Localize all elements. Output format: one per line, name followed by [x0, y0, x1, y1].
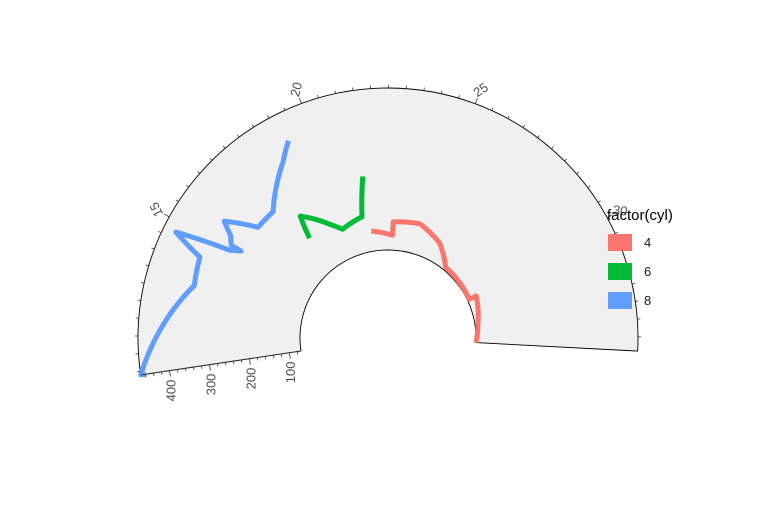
x-axis-major-tick	[475, 98, 478, 104]
legend-key-4	[608, 234, 632, 251]
x-tick-label: 30	[612, 202, 628, 218]
x-axis-major-tick	[606, 214, 613, 218]
legend-label-6: 6	[644, 264, 651, 279]
series-line-8	[138, 139, 291, 378]
x-axis-minor-tick	[317, 94, 319, 99]
x-tick-label: 20	[287, 81, 305, 99]
x-axis-minor-tick	[597, 200, 601, 203]
x-axis-minor-tick	[614, 231, 619, 234]
x-axis-minor-tick	[222, 145, 226, 149]
y-axis-major-tick	[209, 364, 211, 371]
x-axis-minor-tick	[141, 282, 145, 284]
x-axis-minor-tick	[551, 146, 554, 150]
x-axis-minor-tick	[236, 134, 240, 138]
x-tick-label: 15	[146, 200, 166, 220]
y-tick-label: 200	[243, 368, 258, 390]
y-axis-major-tick	[249, 358, 251, 365]
x-axis-minor-tick	[151, 247, 155, 250]
axes: 15 20 25 30 100 200 300 400	[135, 79, 641, 401]
x-axis-minor-tick	[175, 199, 179, 202]
x-axis-minor-tick	[186, 184, 189, 188]
x-axis-minor-tick	[283, 107, 286, 111]
legend: factor(cyl) 4 6 8	[607, 207, 673, 309]
x-axis-minor-tick	[537, 135, 540, 138]
y-axis-major-tick	[169, 370, 171, 377]
y-axis-major-tick	[289, 352, 291, 359]
x-axis-major-tick	[298, 97, 302, 104]
x-axis-minor-tick	[334, 90, 336, 94]
legend-key-6	[608, 263, 632, 280]
x-tick-label: 25	[471, 79, 491, 100]
x-axis-minor-tick	[209, 157, 213, 161]
x-axis-minor-tick	[251, 124, 255, 128]
x-axis-minor-tick	[587, 185, 591, 189]
legend-title: factor(cyl)	[607, 207, 673, 224]
x-axis-minor-tick	[522, 124, 526, 128]
x-axis-minor-tick	[440, 90, 443, 94]
series-line-4	[368, 219, 481, 345]
x-axis-minor-tick	[197, 171, 201, 174]
legend-label-8: 8	[644, 293, 651, 308]
x-axis-minor-tick	[564, 158, 567, 162]
x-axis-minor-tick	[267, 115, 270, 119]
y-tick-label: 400	[163, 380, 178, 402]
series-line-6	[297, 175, 366, 240]
x-axis-minor-tick	[576, 171, 580, 175]
x-axis-minor-tick	[507, 115, 510, 119]
data-series	[138, 139, 481, 378]
x-axis-minor-tick	[632, 282, 636, 285]
x-axis-minor-tick	[145, 264, 149, 267]
legend-label-4: 4	[644, 235, 651, 250]
legend-key-8	[608, 292, 632, 309]
y-tick-label: 300	[203, 374, 218, 396]
x-axis-minor-tick	[458, 95, 460, 99]
y-tick-label: 100	[283, 362, 298, 384]
x-axis-minor-tick	[158, 231, 162, 234]
y-axis-line	[140, 350, 302, 376]
x-axis-minor-tick	[491, 107, 494, 111]
x-axis-major-tick	[163, 213, 170, 218]
